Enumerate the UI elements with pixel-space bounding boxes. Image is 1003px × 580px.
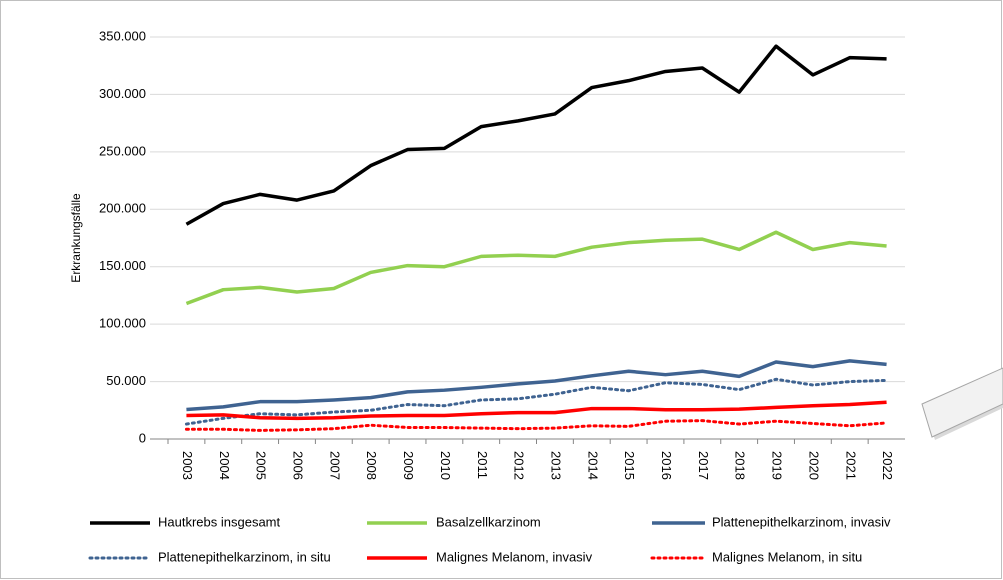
x-tick-label: 2014 <box>585 451 600 480</box>
y-tick-label: 350.000 <box>99 28 146 43</box>
legend-label: Plattenepithelkarzinom, in situ <box>158 549 331 564</box>
legend-label: Malignes Melanom, in situ <box>712 549 862 564</box>
x-tick-label: 2003 <box>180 451 195 480</box>
series-line <box>185 44 887 226</box>
floating-box <box>921 367 1003 438</box>
x-tick-label: 2020 <box>806 451 821 480</box>
x-tick-label: 2019 <box>770 451 785 480</box>
series-line <box>184 419 889 432</box>
legend-label: Hautkrebs insgesamt <box>158 514 280 529</box>
x-tick-label: 2010 <box>438 451 453 480</box>
x-tick-label: 2017 <box>696 451 711 480</box>
x-tick-label: 2018 <box>733 451 748 480</box>
x-tick-label: 2011 <box>475 451 490 479</box>
x-tick-label: 2016 <box>659 451 674 480</box>
series-line <box>184 377 889 426</box>
x-tick-label: 2022 <box>880 451 895 480</box>
y-tick-label: 50.000 <box>106 373 146 388</box>
y-axis-label: Erkrankungsfälle <box>69 193 83 283</box>
y-tick-label: 100.000 <box>99 316 146 331</box>
x-tick-label: 2012 <box>512 451 527 480</box>
y-tick-label: 300.000 <box>99 86 146 101</box>
x-tick-label: 2013 <box>548 451 563 480</box>
y-tick-label: 0 <box>139 430 146 445</box>
legend-label: Plattenepithelkarzinom, invasiv <box>712 514 891 529</box>
legend-label: Basalzellkarzinom <box>436 514 541 529</box>
y-tick-label: 200.000 <box>99 201 146 216</box>
y-tick-label: 250.000 <box>99 143 146 158</box>
series-line <box>186 359 887 412</box>
x-tick-label: 2006 <box>291 451 306 480</box>
x-tick-label: 2009 <box>401 451 416 480</box>
x-tick-label: 2007 <box>327 451 342 480</box>
x-tick-label: 2021 <box>843 451 858 480</box>
x-tick-label: 2015 <box>622 451 637 480</box>
x-tick-label: 2005 <box>254 451 269 480</box>
series-line <box>186 400 887 421</box>
x-tick-label: 2008 <box>364 451 379 480</box>
x-tick-label: 2004 <box>217 451 232 480</box>
y-tick-label: 150.000 <box>99 258 146 273</box>
series-line <box>185 230 887 306</box>
legend-label: Malignes Melanom, invasiv <box>436 549 593 564</box>
